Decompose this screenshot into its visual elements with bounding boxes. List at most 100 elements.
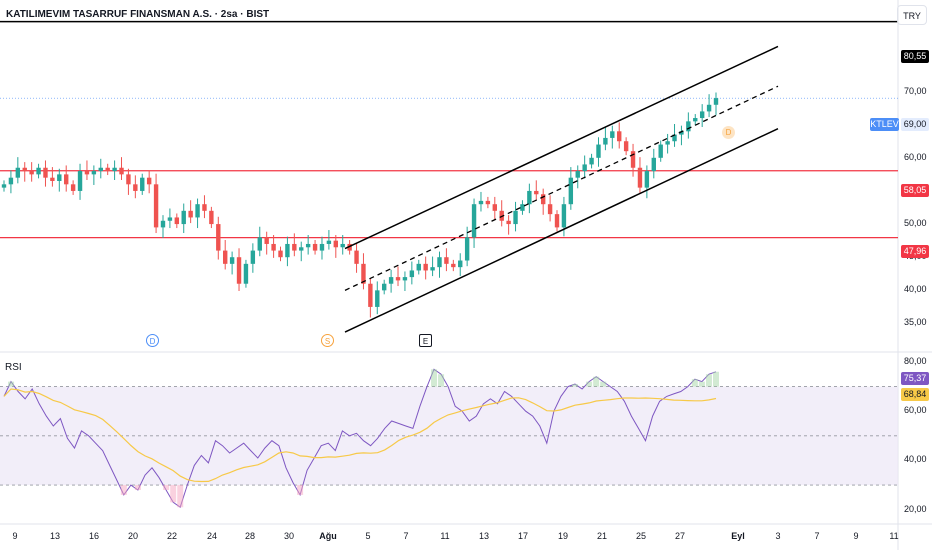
candle-body [554, 214, 560, 228]
candle-body [575, 171, 580, 178]
candle-body [243, 263, 249, 284]
candle-body [57, 174, 62, 181]
candle-body [98, 167, 103, 172]
candle-body [547, 204, 553, 215]
candle-body [340, 243, 345, 248]
candle-body [699, 111, 705, 119]
candle-body [153, 184, 159, 228]
channel-mid-line [344, 85, 779, 291]
candle-body [174, 217, 180, 225]
rsi-overbought-shade [438, 374, 445, 387]
candle-body [437, 257, 442, 268]
rsi-overbought-shade [593, 376, 600, 387]
time-axis-tick: 11 [889, 531, 899, 541]
candle-body [140, 177, 145, 191]
rsi-oversold-shade [297, 485, 304, 495]
time-axis-tick: 9 [12, 531, 18, 541]
rsi-ma-line [3, 388, 717, 483]
candle-body [651, 157, 656, 172]
candle-body [375, 290, 380, 307]
channel-upper-line [344, 45, 779, 250]
candle-body [520, 204, 525, 211]
candle-body [534, 190, 539, 195]
candle-body [84, 171, 90, 175]
price-axis-tick: 40,00 [904, 284, 927, 295]
price-axis-tick: 50,00 [904, 218, 927, 229]
candle-body [236, 257, 242, 284]
chart-title: KATILIMEVIM TASARRUF FINANSMAN A.S. · 2s… [6, 9, 270, 20]
candle-body [146, 177, 152, 185]
candle-body [278, 250, 283, 258]
rsi-overbought-shade [572, 384, 579, 387]
candle-body [299, 247, 304, 251]
candle-body [181, 210, 186, 225]
event-marker-dividend[interactable]: D [146, 334, 159, 347]
event-marker-split[interactable]: S [321, 334, 334, 347]
candle-body [1, 184, 7, 188]
candle-body [312, 243, 318, 251]
price-axis-tick: 60,00 [904, 151, 927, 162]
rsi-oversold-shade [177, 485, 184, 508]
rsi-oversold-shade [170, 485, 177, 503]
candle-body [105, 167, 110, 172]
time-axis-tick: 17 [517, 531, 529, 541]
candle-body [209, 210, 214, 225]
time-axis-tick: Ağu [319, 531, 337, 541]
time-axis-tick: 3 [775, 531, 781, 541]
candle-body [361, 263, 366, 284]
time-axis-tick: 22 [166, 531, 178, 541]
candle-body [29, 171, 34, 175]
candle-body [285, 243, 290, 258]
candle-body [630, 151, 636, 168]
candle-body [589, 157, 594, 165]
candle-body [319, 243, 325, 251]
candle-body [36, 167, 41, 175]
event-marker-earnings[interactable]: E [419, 334, 432, 347]
candle-body [70, 184, 76, 191]
candle-body [167, 217, 173, 221]
candle-body [22, 167, 27, 172]
rsi-overbought-shade [8, 381, 15, 387]
event-marker-dividend[interactable]: D [722, 126, 735, 139]
candle-body [305, 243, 311, 248]
time-axis-tick: 27 [674, 531, 686, 541]
currency-button[interactable]: TRY [897, 5, 927, 25]
candle-body [644, 171, 650, 188]
time-axis-tick: 21 [596, 531, 608, 541]
price-tag-last: 69,00 [901, 118, 929, 131]
candle-body [402, 277, 408, 281]
rsi-overbought-shade [691, 379, 698, 387]
time-axis-tick: 30 [283, 531, 295, 541]
price-axis-tick: 35,00 [904, 317, 927, 328]
candle-body [471, 204, 477, 238]
candle-body [568, 177, 574, 205]
candle-body [223, 250, 228, 264]
price-tag-resistance: 58,05 [901, 184, 929, 197]
candle-body [112, 167, 117, 172]
rsi-ma-value-tag: 68,84 [901, 388, 929, 401]
candle-body [706, 104, 712, 112]
candle-body [464, 237, 470, 261]
candle-body [119, 167, 124, 175]
time-axis-tick: 28 [244, 531, 256, 541]
rsi-label: RSI [5, 362, 22, 373]
rsi-band [0, 386, 898, 486]
candle-body [292, 243, 297, 251]
candle-body [610, 131, 615, 138]
candle-body [693, 118, 698, 122]
candle-body [388, 277, 394, 284]
candle-body [216, 224, 221, 251]
candle-body [43, 167, 48, 178]
rsi-overbought-shade [698, 381, 705, 387]
candle-body [326, 240, 332, 244]
time-axis-tick: 25 [635, 531, 647, 541]
time-axis-tick: 19 [557, 531, 569, 541]
candle-body [188, 210, 193, 218]
rsi-overbought-shade [713, 371, 719, 387]
candle-body [623, 141, 629, 152]
rsi-overbought-shade [600, 381, 607, 387]
time-axis-tick: 5 [365, 531, 371, 541]
rsi-oversold-shade [134, 485, 141, 490]
candle-body [603, 137, 608, 145]
